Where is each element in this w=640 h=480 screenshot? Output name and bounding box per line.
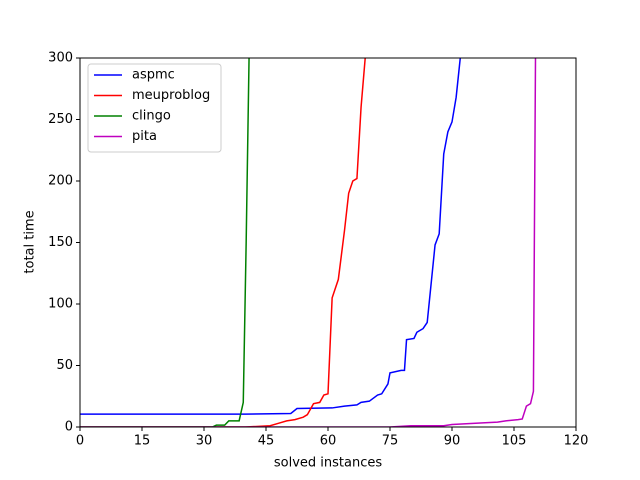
x-tick-label: 75 [382,434,399,449]
x-tick-label: 90 [444,434,461,449]
legend-label: aspmc [132,68,175,83]
plot-frame [79,57,577,428]
y-tick-label: 250 [48,112,73,127]
y-axis-label: total time [23,210,38,273]
x-tick-label: 60 [320,434,337,449]
x-tick-label: 120 [564,434,589,449]
y-tick-label: 0 [65,420,73,435]
x-tick-label: 45 [258,434,275,449]
legend-label: pita [132,129,157,144]
legend-label: clingo [132,109,171,124]
legend-box [87,63,222,153]
y-tick-label: 50 [56,358,73,373]
x-axis-label: solved instances [274,456,382,471]
series-line [80,58,537,427]
y-tick-label: 100 [48,297,73,312]
y-tick-label: 200 [48,174,73,189]
plot-area [80,58,537,427]
y-tick-label: 150 [48,235,73,250]
legend-label: meuproblog [132,88,210,103]
series-line [80,58,462,415]
x-tick-label: 15 [134,434,151,449]
x-tick-label: 30 [196,434,213,449]
series-line [80,58,366,427]
x-tick-label: 0 [76,434,84,449]
x-tick-label: 105 [502,434,527,449]
y-tick-label: 300 [48,51,73,66]
